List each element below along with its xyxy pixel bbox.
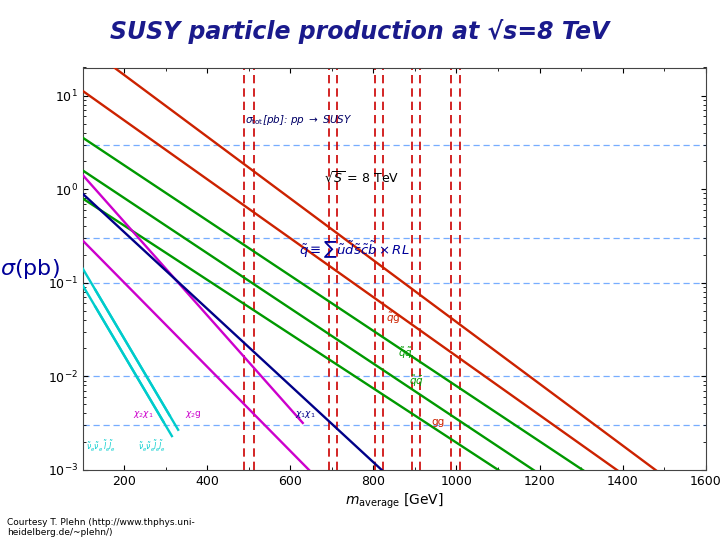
Text: $\tilde{q}\tilde{q}$: $\tilde{q}\tilde{q}$ [398,346,413,361]
Text: $\tilde{q}\bar{q}$: $\tilde{q}\bar{q}$ [409,374,423,389]
Text: $\chi_1\chi_1$: $\chi_1\chi_1$ [294,409,315,420]
Text: $\sigma_{\rm tot}$[pb]: pp $\rightarrow$ SUSY: $\sigma_{\rm tot}$[pb]: pp $\rightarrow$… [245,113,352,127]
Text: $\tilde{q}$g: $\tilde{q}$g [386,311,400,326]
Text: $\tilde{q} \equiv \sum \tilde{u}\tilde{d}\tilde{s}\tilde{c}\tilde{b} \times RL$: $\tilde{q} \equiv \sum \tilde{u}\tilde{d… [299,240,410,261]
Text: $\tilde{l}_e\tilde{l}_e$: $\tilde{l}_e\tilde{l}_e$ [103,439,116,454]
X-axis label: $m_{\rm average}$ [GeV]: $m_{\rm average}$ [GeV] [345,492,444,511]
Text: $\sqrt{S}$ = 8 TeV: $\sqrt{S}$ = 8 TeV [323,171,399,186]
Text: $\tilde{\nu}_e\tilde{\nu}_e$: $\tilde{\nu}_e\tilde{\nu}_e$ [138,441,155,454]
Text: Courtesy T. Plehn (http://www.thphys.uni-
heidelberg.de/~plehn/): Courtesy T. Plehn (http://www.thphys.uni… [7,518,195,537]
Text: $\chi_2\chi_1$: $\chi_2\chi_1$ [132,409,153,420]
Text: $\sigma(\rm pb)$: $\sigma(\rm pb)$ [0,256,60,281]
Text: $\tilde{\nu}_e\tilde{\nu}_e$: $\tilde{\nu}_e\tilde{\nu}_e$ [86,441,104,454]
Text: SUSY particle production at √s=8 Te​V: SUSY particle production at √s=8 Te​V [110,18,610,44]
Text: $\tilde{l}_e\tilde{l}_e$: $\tilde{l}_e\tilde{l}_e$ [153,439,166,454]
Text: $\chi_2$g: $\chi_2$g [184,409,202,420]
Text: gg: gg [431,417,445,427]
